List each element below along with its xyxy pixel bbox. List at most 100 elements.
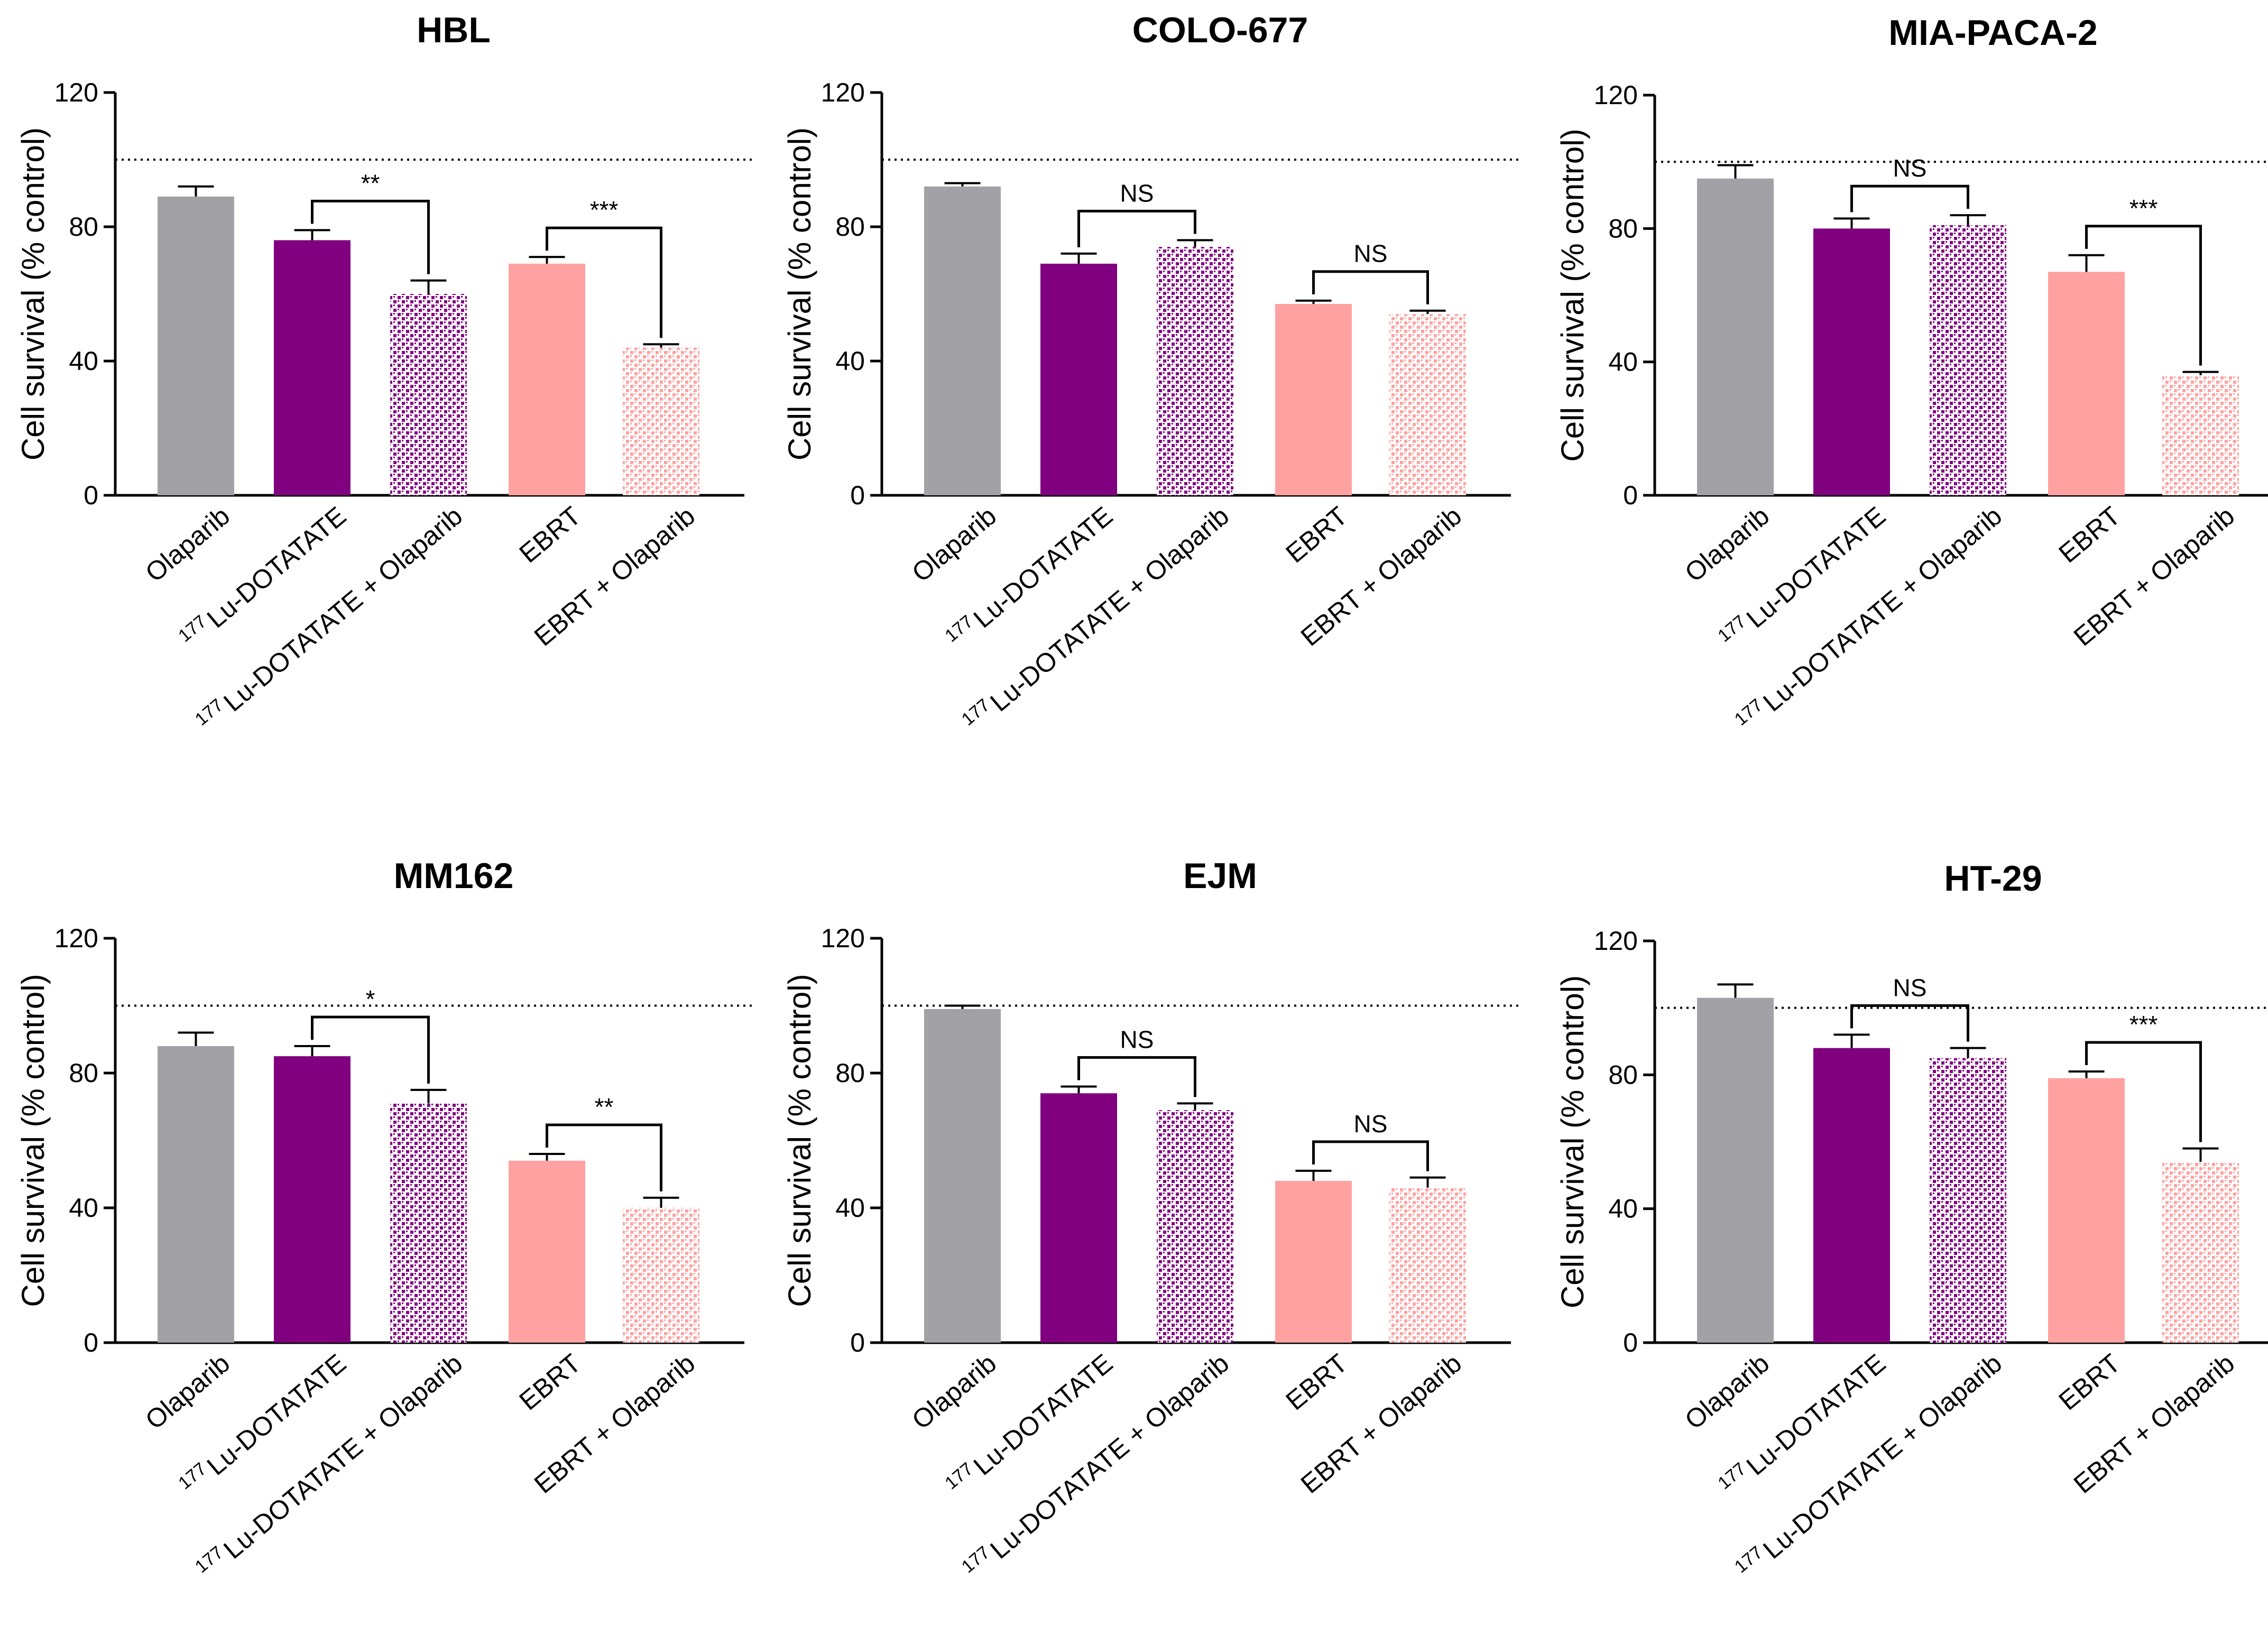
bar <box>2162 1162 2239 1343</box>
category-name: Lu-DOTATATE + Olaparib <box>1757 501 2007 717</box>
bar <box>390 1103 467 1343</box>
bar <box>1813 1048 1890 1343</box>
bar <box>1040 263 1117 495</box>
significance-bracket <box>546 1123 662 1191</box>
y-tick-label: 80 <box>69 1058 98 1088</box>
y-axis-label: Cell survival (% control) <box>1555 128 1590 461</box>
y-tick-label: 0 <box>850 480 865 510</box>
significance-bracket <box>311 1015 430 1084</box>
x-tick-label: EBRT <box>1280 1348 1353 1416</box>
y-tick-label: 40 <box>69 1193 98 1223</box>
isotope-superscript: 177 <box>191 695 227 730</box>
y-tick-label: 120 <box>54 923 98 953</box>
bar <box>1930 225 2006 495</box>
chart-title: MIA-PACA-2 <box>1888 13 2097 53</box>
y-tick-label: 120 <box>1594 926 1638 956</box>
y-axis-label: Cell survival (% control) <box>15 974 51 1307</box>
y-tick-label: 40 <box>1608 347 1638 377</box>
bar <box>1697 997 1774 1343</box>
significance-bracket <box>1077 209 1196 247</box>
bar <box>1275 1181 1352 1343</box>
bar <box>2048 1078 2125 1343</box>
bar <box>1813 228 1890 495</box>
bar <box>1040 1093 1117 1343</box>
significance-label: NS <box>1120 179 1154 207</box>
significance-label: NS <box>1354 240 1388 267</box>
isotope-superscript: 177 <box>958 695 994 730</box>
isotope-superscript: 177 <box>1731 695 1767 730</box>
x-tick-label: Olaparib <box>1679 501 1775 588</box>
significance-bracket <box>546 226 662 338</box>
y-tick-label: 0 <box>84 1328 98 1357</box>
bar <box>1157 1110 1233 1343</box>
significance-label: ** <box>361 169 380 197</box>
chart-title: COLO-677 <box>1132 10 1308 50</box>
significance-bracket <box>1850 184 1969 212</box>
bar <box>924 186 1001 495</box>
bar <box>1389 1187 1466 1343</box>
x-tick-label: Olaparib <box>140 501 235 588</box>
significance-label: *** <box>2129 195 2158 222</box>
significance-label: NS <box>1354 1110 1388 1138</box>
chart-title: EJM <box>1183 856 1257 896</box>
x-tick-label: Olaparib <box>906 501 1002 588</box>
bar <box>274 240 351 495</box>
bar <box>274 1056 351 1343</box>
y-axis-label: Cell survival (% control) <box>1555 975 1590 1308</box>
y-tick-label: 0 <box>1623 480 1638 510</box>
y-tick-label: 40 <box>69 346 98 376</box>
bar <box>1157 247 1233 495</box>
bar <box>623 1208 699 1343</box>
y-tick-label: 80 <box>1608 214 1638 243</box>
category-name: Lu-DOTATATE + Olaparib <box>1757 1348 2007 1565</box>
bar <box>509 263 585 495</box>
significance-label: NS <box>1120 1026 1154 1053</box>
y-tick-label: 120 <box>821 923 865 953</box>
isotope-superscript: 177 <box>191 1542 227 1577</box>
chart-title: HBL <box>417 10 491 50</box>
y-tick-label: 120 <box>1594 80 1638 110</box>
significance-bracket <box>1312 1140 1429 1171</box>
bar <box>158 196 234 496</box>
chart-title: MM162 <box>394 856 514 896</box>
y-tick-label: 80 <box>835 212 865 242</box>
y-tick-label: 80 <box>69 212 98 242</box>
bar <box>509 1160 585 1343</box>
significance-label: ** <box>595 1093 614 1121</box>
significance-bracket <box>1850 1004 1969 1042</box>
y-tick-label: 80 <box>1608 1060 1638 1089</box>
bar <box>2162 375 2239 495</box>
significance-label: NS <box>1893 974 1927 1001</box>
significance-bracket <box>2085 225 2202 366</box>
category-name: Lu-DOTATATE + Olaparib <box>218 1348 468 1565</box>
bar <box>1389 314 1466 495</box>
y-tick-label: 120 <box>821 78 865 107</box>
isotope-superscript: 177 <box>958 1542 994 1577</box>
x-tick-label: EBRT <box>2053 1348 2126 1416</box>
isotope-superscript: 177 <box>1714 612 1750 646</box>
y-axis-label: Cell survival (% control) <box>782 127 817 460</box>
category-name: Lu-DOTATATE + Olaparib <box>984 1348 1234 1565</box>
bar <box>924 1009 1001 1343</box>
bar <box>390 294 467 495</box>
y-tick-label: 0 <box>850 1328 865 1357</box>
bar <box>1697 178 1774 495</box>
x-tick-label: EBRT <box>514 501 586 569</box>
isotope-superscript: 177 <box>1731 1542 1767 1577</box>
isotope-superscript: 177 <box>174 612 210 646</box>
y-tick-label: 80 <box>835 1058 865 1088</box>
y-tick-label: 40 <box>835 346 865 376</box>
isotope-superscript: 177 <box>1714 1459 1750 1494</box>
significance-bracket <box>2085 1041 2202 1142</box>
y-tick-label: 40 <box>1608 1194 1638 1224</box>
x-tick-label: EBRT <box>514 1348 586 1416</box>
y-axis-label: Cell survival (% control) <box>15 127 51 460</box>
y-axis-label: Cell survival (% control) <box>782 974 817 1307</box>
